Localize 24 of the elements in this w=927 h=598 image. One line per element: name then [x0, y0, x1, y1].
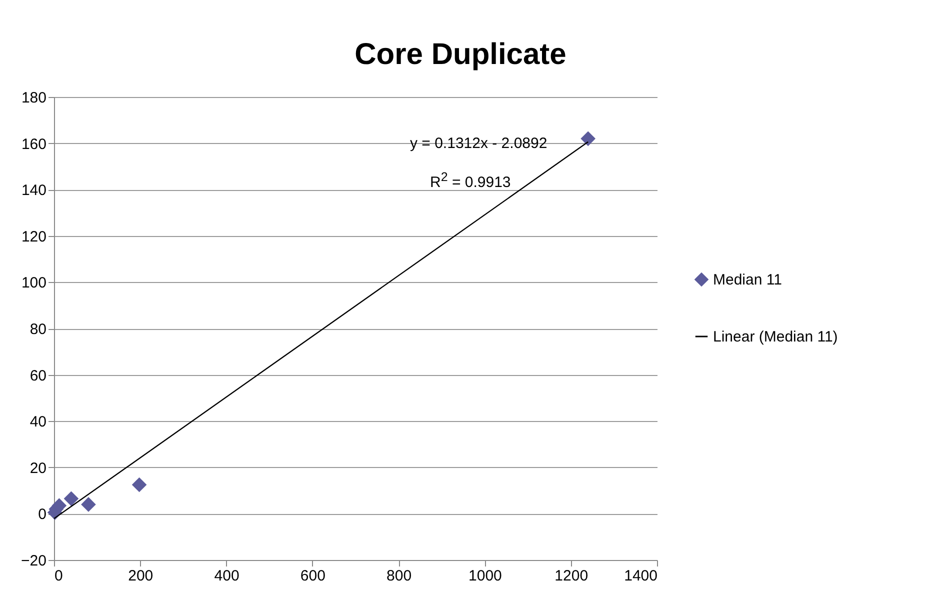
x-tick-label: 600	[300, 568, 326, 584]
x-tick-label: 0	[54, 568, 63, 584]
x-tick-label: 400	[214, 568, 240, 584]
x-tick-label: 800	[386, 568, 412, 584]
x-tick-label: 1200	[554, 568, 588, 584]
y-tick-label: 180	[21, 90, 46, 106]
y-tick-label: 80	[30, 321, 46, 338]
x-tick-label: 1000	[468, 568, 502, 584]
y-tick-label: 60	[30, 367, 46, 384]
annotation: y = 0.1312x - 2.0892	[410, 135, 548, 152]
x-tick-label: 200	[128, 568, 154, 584]
y-tick-label: 120	[21, 228, 46, 246]
y-tick-label: 40	[30, 414, 46, 431]
x-tick-label: 1400	[624, 568, 658, 584]
annotation: R$^{2}$ = 0.9913	[430, 170, 511, 191]
y-tick-label: 140	[21, 182, 46, 200]
y-tick-label: 20	[30, 460, 46, 477]
y-tick-label: 100	[21, 274, 46, 292]
legend-label: Median 11	[713, 272, 782, 288]
legend-label: Linear (Median 11)	[713, 328, 838, 346]
y-tick-label: −20	[21, 552, 46, 570]
chart-title: Core Duplicate	[354, 38, 566, 71]
y-tick-label: 0	[38, 506, 46, 524]
y-tick-label: 160	[21, 136, 46, 153]
